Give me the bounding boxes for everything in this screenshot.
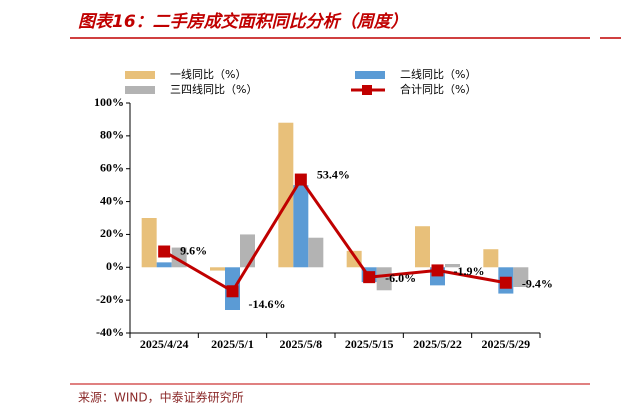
chart-title: 图表16：二手房成交面积同比分析（周度） [78,12,408,32]
value-label: -9.4% [522,276,553,290]
x-tick-label: 2025/5/8 [279,337,322,351]
bar [513,267,529,287]
bar [240,234,255,268]
line-marker [499,276,512,289]
x-tick-label: 2025/5/1 [211,337,254,351]
y-tick-label: 20% [100,226,124,240]
legend-swatch [125,71,155,79]
value-label: -6.0% [385,271,416,285]
value-label: -14.6% [249,297,286,311]
line-marker [158,245,171,258]
line-marker [226,285,239,298]
bar [156,262,172,268]
y-tick-label: 100% [94,95,124,109]
bar [293,185,309,268]
y-tick-label: 40% [100,193,124,207]
legend-swatch [362,85,372,95]
legend-label: 三四线同比（%） [170,82,257,96]
value-label: 9.6% [180,243,207,257]
line-marker [363,271,376,284]
bar [210,267,225,271]
y-tick-label: 0% [106,259,124,273]
legend-label: 二线同比（%） [400,67,476,81]
legend-swatch [125,86,155,94]
bar [376,267,392,291]
x-tick-label: 2025/5/15 [345,337,394,351]
y-tick-label: -40% [96,325,124,339]
bar [141,218,157,268]
y-tick-label: 80% [100,128,124,142]
source: 来源：WIND，中泰证券研究所 [78,390,244,405]
x-tick-label: 2025/5/29 [481,337,530,351]
y-tick-label: 60% [100,160,124,174]
total-line [163,176,507,294]
y-tick-label: -20% [96,292,124,306]
bar [445,264,460,268]
value-label: -1.9% [454,264,485,278]
line-marker [431,264,444,277]
legend-label: 合计同比（%） [400,82,476,96]
bar [483,249,499,268]
bar [415,226,430,268]
x-tick-label: 2025/5/22 [413,337,462,351]
legend-label: 一线同比（%） [170,67,246,81]
line-marker [294,173,307,186]
legend-swatch [355,71,385,79]
x-tick-label: 2025/4/24 [140,337,189,351]
bar [278,122,294,268]
value-label: 53.4% [317,167,350,181]
bar [308,237,324,268]
